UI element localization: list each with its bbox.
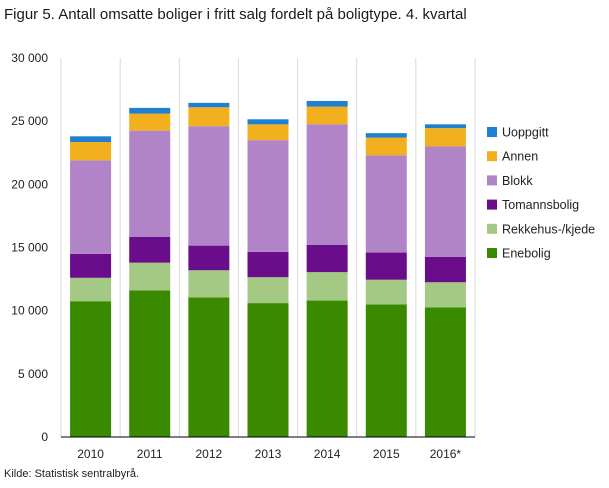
bar-segment-uoppgitt-2011 — [129, 107, 171, 114]
bar-segment-uoppgitt-2015 — [365, 133, 407, 138]
bar-segment-uoppgitt-2010 — [70, 136, 112, 143]
legend-item-annen: Annen — [487, 150, 538, 164]
bar-segment-annen-2010 — [70, 142, 112, 161]
legend-item-tomannsbolig: Tomannsbolig — [487, 198, 579, 212]
bar-segment-blokk-2011 — [129, 130, 171, 237]
legend-item-rekkehus-kjede: Rekkehus-/kjede — [487, 222, 595, 236]
x-tick-label: 2010 — [77, 447, 104, 461]
bar-segment-enebolig-2012 — [188, 297, 230, 437]
y-tick-label: 0 — [41, 430, 48, 444]
legend-label: Rekkehus-/kjede — [502, 222, 595, 236]
legend-swatch — [487, 248, 497, 258]
bar-segment-annen-2016 — [424, 128, 466, 147]
bar-segment-annen-2015 — [365, 137, 407, 156]
bar-segment-uoppgitt-2016 — [424, 124, 466, 129]
x-tick-label: 2013 — [255, 447, 282, 461]
x-tick-label: 2016* — [430, 447, 462, 461]
bar-segment-rekkehus-kjede-2013 — [247, 277, 289, 304]
bar-segment-annen-2013 — [247, 124, 289, 141]
bar-segment-annen-2012 — [188, 107, 230, 127]
legend-item-uoppgitt: Uoppgitt — [487, 126, 549, 140]
bar-segment-enebolig-2011 — [129, 290, 171, 437]
y-tick-label: 20 000 — [11, 177, 48, 191]
bar-segment-rekkehus-kjede-2016 — [424, 282, 466, 308]
legend-swatch — [487, 151, 497, 162]
bar-segment-uoppgitt-2013 — [247, 119, 289, 125]
bar-segment-tomannsbolig-2015 — [365, 252, 407, 280]
bar-segment-rekkehus-kjede-2012 — [188, 270, 230, 298]
bar-segment-annen-2011 — [129, 113, 171, 131]
legend-label: Blokk — [502, 174, 533, 188]
bar-segment-tomannsbolig-2011 — [129, 236, 171, 263]
bar-segment-rekkehus-kjede-2015 — [365, 279, 407, 305]
legend-item-blokk: Blokk — [487, 174, 533, 188]
legend-label: Enebolig — [502, 247, 551, 261]
bar-segment-enebolig-2010 — [70, 301, 112, 437]
y-tick-label: 5 000 — [18, 367, 48, 381]
legend-swatch — [487, 223, 497, 234]
x-axis-tick-labels: 2010 2011 2012 2013 2014 2015 2016* — [77, 447, 461, 461]
bar-segment-enebolig-2013 — [247, 303, 289, 437]
bar-segment-tomannsbolig-2013 — [247, 251, 289, 278]
bar-segment-blokk-2014 — [306, 124, 348, 245]
bar-segment-rekkehus-kjede-2010 — [70, 277, 112, 302]
legend-swatch — [487, 127, 497, 137]
x-tick-label: 2011 — [137, 447, 163, 461]
legend-label: Uoppgitt — [502, 126, 549, 140]
y-axis-tick-labels: 0 5 000 10 000 15 000 20 000 25 000 30 000 — [11, 51, 48, 444]
bar-segment-blokk-2012 — [188, 126, 230, 246]
legend-label: Annen — [502, 150, 538, 164]
bar-segment-rekkehus-kjede-2014 — [306, 272, 348, 301]
x-tick-label: 2014 — [314, 447, 341, 461]
bar-segment-tomannsbolig-2016 — [424, 256, 466, 283]
y-tick-label: 25 000 — [11, 114, 48, 128]
bar-segment-tomannsbolig-2010 — [70, 253, 112, 278]
x-tick-label: 2012 — [196, 447, 223, 461]
bar-segment-blokk-2013 — [247, 140, 289, 252]
grid-lines — [60, 58, 476, 437]
bar-segment-tomannsbolig-2012 — [188, 245, 230, 271]
legend: Uoppgitt Annen Blokk Tomannsbolig Rekkehus-/… — [487, 126, 595, 261]
legend-item-enebolig: Enebolig — [487, 247, 551, 261]
bar-segment-blokk-2015 — [365, 155, 407, 253]
bar-segment-enebolig-2014 — [306, 300, 348, 437]
y-tick-label: 15 000 — [11, 241, 48, 255]
y-tick-label: 10 000 — [11, 304, 48, 318]
source-note: Kilde: Statistisk sentralbyrå. — [4, 468, 140, 480]
bar-segment-uoppgitt-2014 — [306, 100, 348, 107]
x-tick-label: 2015 — [373, 447, 400, 461]
bar-segment-blokk-2010 — [70, 160, 112, 254]
legend-swatch — [487, 175, 497, 186]
bar-segment-rekkehus-kjede-2011 — [129, 262, 171, 291]
legend-swatch — [487, 199, 497, 210]
bar-segment-annen-2014 — [306, 106, 348, 125]
y-tick-label: 30 000 — [11, 51, 48, 65]
bar-segment-tomannsbolig-2014 — [306, 244, 348, 273]
bar-segment-enebolig-2015 — [365, 304, 407, 437]
bar-segment-blokk-2016 — [424, 146, 466, 257]
chart-title: Figur 5. Antall omsatte boliger i fritt … — [4, 6, 467, 23]
bar-segment-uoppgitt-2012 — [188, 102, 230, 108]
legend-label: Tomannsbolig — [502, 198, 579, 212]
bar-segment-enebolig-2016 — [424, 307, 466, 437]
bar-group — [70, 100, 466, 437]
